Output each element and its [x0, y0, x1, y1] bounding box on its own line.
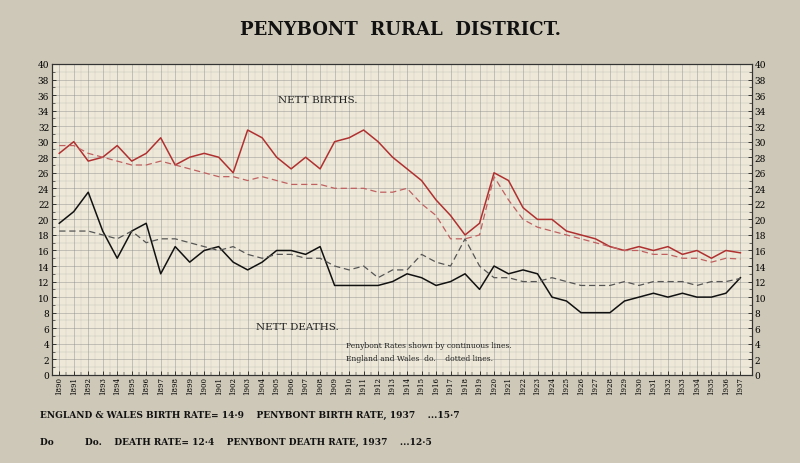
Text: England and Wales  do.    dotted lines.: England and Wales do. dotted lines.: [346, 354, 493, 362]
Text: NETT DEATHS.: NETT DEATHS.: [256, 322, 338, 332]
Text: NETT BIRTHS.: NETT BIRTHS.: [278, 96, 358, 105]
Text: PENYBONT  RURAL  DISTRICT.: PENYBONT RURAL DISTRICT.: [239, 21, 561, 39]
Text: Penybont Rates shown by continuous lines.: Penybont Rates shown by continuous lines…: [346, 342, 512, 350]
Text: Do          Do.    DEATH RATE= 12·4    PENYBONT DEATH RATE, 1937    ...12·5: Do Do. DEATH RATE= 12·4 PENYBONT DEATH R…: [40, 438, 432, 446]
Text: ENGLAND & WALES BIRTH RATE= 14·9    PENYBONT BIRTH RATE, 1937    ...15·7: ENGLAND & WALES BIRTH RATE= 14·9 PENYBON…: [40, 410, 459, 419]
